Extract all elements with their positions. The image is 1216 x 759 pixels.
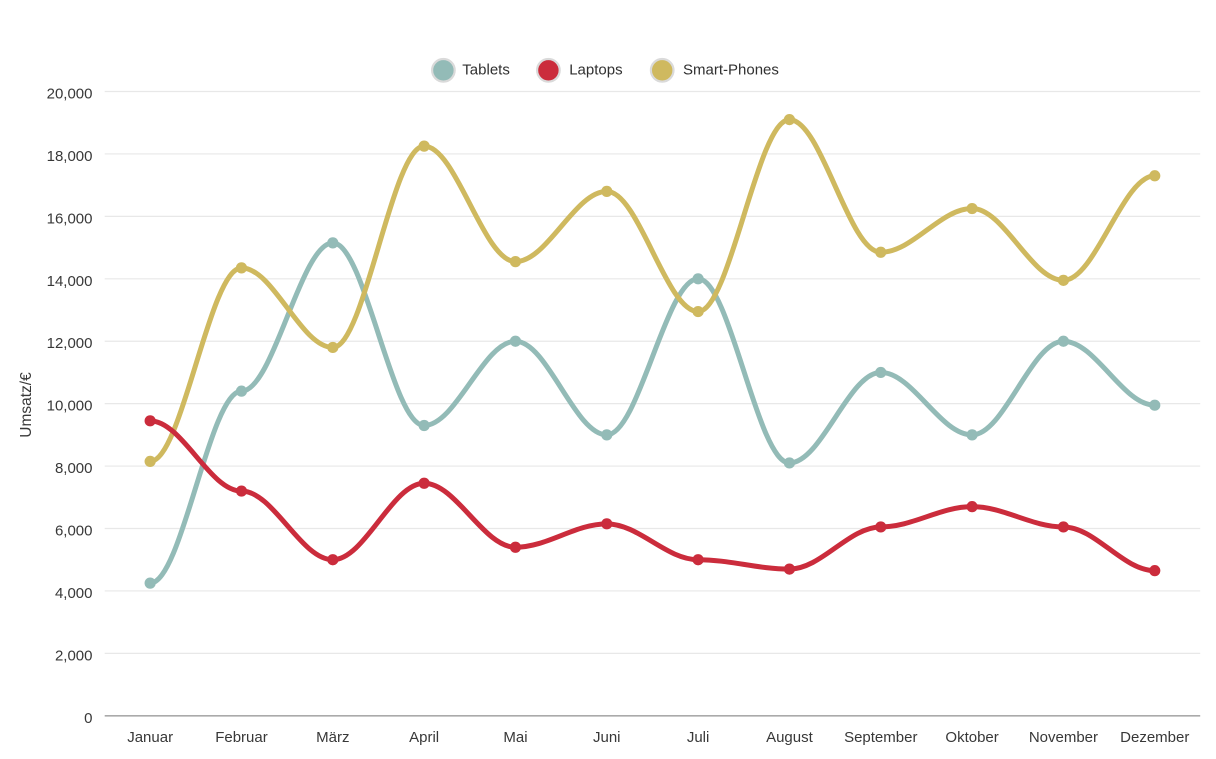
svg-text:14,000: 14,000 [47,273,93,290]
svg-text:2,000: 2,000 [55,647,93,664]
svg-text:November: November [1029,729,1098,746]
svg-text:September: September [844,729,917,746]
svg-text:4,000: 4,000 [55,585,93,602]
svg-text:Tablets: Tablets [462,62,510,79]
svg-text:12,000: 12,000 [47,335,93,352]
svg-text:16,000: 16,000 [47,210,93,227]
svg-text:August: August [766,729,814,746]
svg-text:0: 0 [84,710,92,727]
svg-text:6,000: 6,000 [55,523,93,540]
svg-text:Juni: Juni [593,729,621,746]
svg-text:Umsatz/€: Umsatz/€ [18,372,35,438]
svg-text:Dezember: Dezember [1120,729,1189,746]
svg-text:Januar: Januar [127,729,173,746]
svg-text:Smart-Phones: Smart-Phones [683,62,779,79]
svg-text:Mai: Mai [503,729,527,746]
svg-text:Oktober: Oktober [945,729,998,746]
svg-text:18,000: 18,000 [47,148,93,165]
svg-text:April: April [409,729,439,746]
svg-text:Juli: Juli [687,729,710,746]
svg-text:März: März [316,729,349,746]
svg-text:Laptops: Laptops [569,62,622,79]
svg-text:10,000: 10,000 [47,398,93,415]
svg-text:20,000: 20,000 [47,86,93,103]
svg-text:Februar: Februar [215,729,268,746]
svg-text:8,000: 8,000 [55,460,93,477]
